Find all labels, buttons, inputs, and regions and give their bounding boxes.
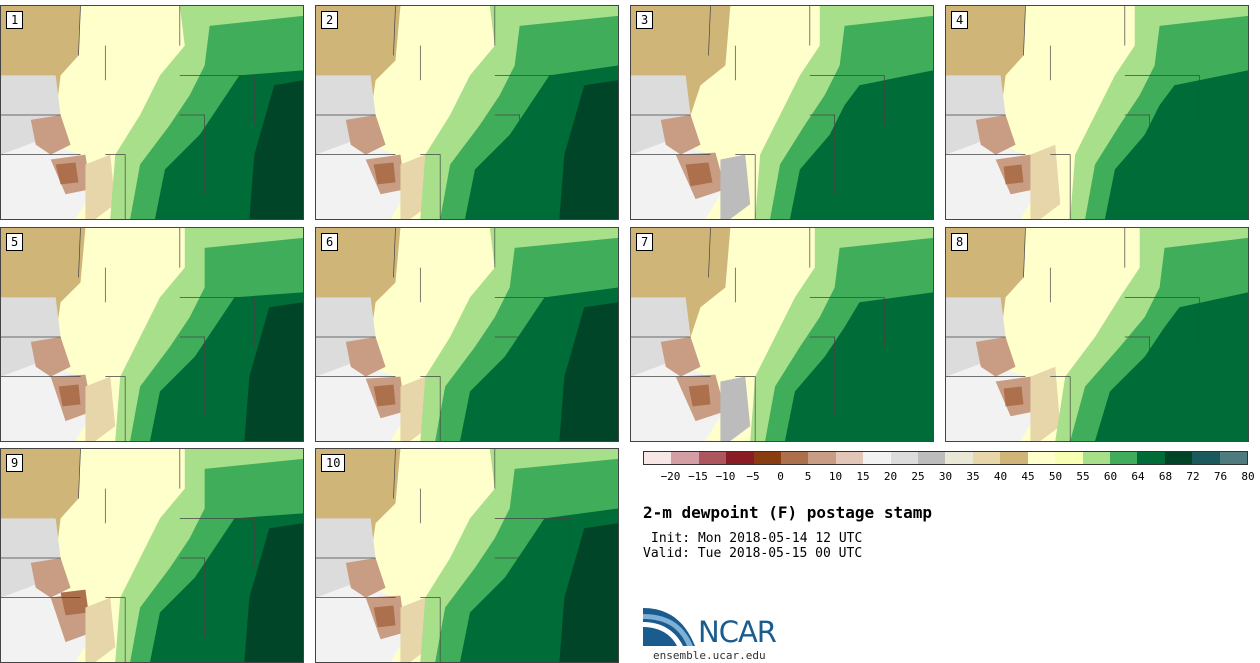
colorbar-tick-label: 25 [911, 470, 925, 483]
member-panel-2: 2 [315, 5, 619, 220]
colorbar-swatch [1082, 452, 1110, 464]
colorbar-tick-label: 55 [1076, 470, 1090, 483]
dewpoint-map [631, 228, 933, 441]
colorbar-swatch [781, 452, 809, 464]
member-panel-6: 6 [315, 227, 619, 442]
colorbar-swatch [753, 452, 782, 464]
colorbar-swatch [835, 452, 864, 464]
colorbar-swatch [1000, 452, 1028, 464]
colorbar-tick-label: 30 [938, 470, 953, 483]
colorbar-swatch [698, 452, 727, 464]
dewpoint-map [316, 228, 618, 441]
member-panel-1: 1 [0, 5, 304, 220]
member-label: 1 [6, 11, 24, 29]
colorbar-tick-label: 5 [804, 470, 812, 483]
init-time: Init: Mon 2018-05-14 12 UTC [651, 531, 863, 546]
member-panel-10: 10 [315, 448, 619, 663]
dewpoint-map [946, 228, 1248, 441]
colorbar-swatch [808, 452, 836, 464]
colorbar-tick-label: 10 [828, 470, 843, 483]
member-label: 4 [951, 11, 969, 29]
member-panel-4: 4 [945, 5, 1249, 220]
member-label: 9 [6, 454, 24, 472]
logo-wordmark: NCAR [698, 615, 777, 649]
member-panel-9: 9 [0, 448, 304, 663]
colorbar-swatch [1055, 452, 1083, 464]
colorbar-swatch [863, 452, 891, 464]
colorbar-tick-label: 64 [1131, 470, 1145, 483]
colorbar-swatch [726, 452, 754, 464]
member-label: 6 [321, 233, 339, 251]
colorbar-swatch [671, 452, 699, 464]
ncar-logo-icon [643, 608, 695, 646]
plot-title: 2-m dewpoint (F) postage stamp [643, 503, 932, 522]
colorbar-swatch [945, 452, 973, 464]
member-panel-7: 7 [630, 227, 934, 442]
dewpoint-map [946, 6, 1248, 219]
colorbar-tick-label: 72 [1186, 470, 1200, 483]
colorbar-swatch [1137, 452, 1165, 464]
colorbar-tick-label: 20 [883, 470, 898, 483]
colorbar-tick-label: −10 [715, 470, 736, 483]
colorbar-tick-label: −20 [660, 470, 681, 483]
colorbar-tick-label: 45 [1021, 470, 1035, 483]
colorbar-swatch [1192, 452, 1220, 464]
site-url: ensemble.ucar.edu [653, 649, 766, 662]
colorbar-swatch [644, 452, 672, 464]
colorbar-tick-label: 76 [1213, 470, 1228, 483]
colorbar-swatch [1164, 452, 1193, 464]
valid-time: Valid: Tue 2018-05-15 00 UTC [643, 546, 863, 561]
dewpoint-map [316, 6, 618, 219]
colorbar-swatch [1027, 452, 1056, 464]
colorbar-tick-label: −15 [688, 470, 708, 483]
member-panel-8: 8 [945, 227, 1249, 442]
colorbar-tick-label: 68 [1158, 470, 1173, 483]
colorbar-swatch [1109, 452, 1138, 464]
member-label: 2 [321, 11, 339, 29]
colorbar-swatch [972, 452, 1001, 464]
colorbar [643, 451, 1248, 465]
colorbar-tick-label: 35 [966, 470, 980, 483]
colorbar-tick-label: 40 [993, 470, 1008, 483]
colorbar-swatch [890, 452, 919, 464]
colorbar-tick-label: −5 [746, 470, 760, 483]
colorbar-swatch [1219, 452, 1247, 464]
member-label: 7 [636, 233, 654, 251]
colorbar-tick-label: 60 [1103, 470, 1118, 483]
member-panel-3: 3 [630, 5, 934, 220]
colorbar-tick-label: 50 [1048, 470, 1063, 483]
colorbar-tick-label: 80 [1241, 470, 1255, 483]
dewpoint-map [1, 449, 303, 662]
member-label: 8 [951, 233, 969, 251]
colorbar-swatch [918, 452, 946, 464]
dewpoint-map [1, 6, 303, 219]
member-label: 10 [321, 454, 346, 472]
colorbar-tick-label: 15 [856, 470, 870, 483]
colorbar-tick-label: 0 [777, 470, 784, 483]
dewpoint-map [631, 6, 933, 219]
dewpoint-map [316, 449, 618, 662]
member-label: 5 [6, 233, 24, 251]
member-label: 3 [636, 11, 654, 29]
dewpoint-map [1, 228, 303, 441]
member-panel-5: 5 [0, 227, 304, 442]
